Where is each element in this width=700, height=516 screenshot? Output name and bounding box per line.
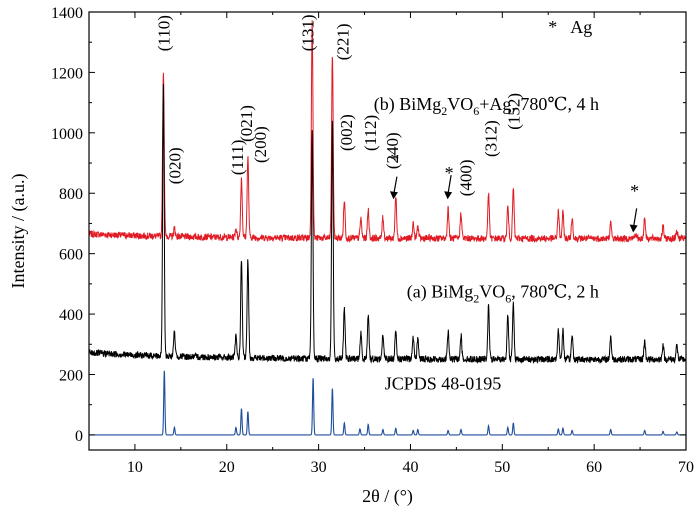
y-tick-label: 1000 [51,126,83,143]
series-line [88,20,687,244]
peak-label: (400) [457,159,476,196]
plot-frame [88,11,687,451]
x-tick-label: 50 [494,459,510,476]
series-label: (a) BiMg2VO6, 780℃, 2 h [407,281,599,305]
y-tick-label: 600 [59,247,83,264]
x-axis-title: 2θ / (°) [362,486,413,507]
y-tick-label: 0 [75,428,83,445]
series-traces: (b) BiMg2VO6+Ag, 780℃, 4 h (a) BiMg2VO6, … [88,20,687,436]
x-tick-label: 70 [678,459,694,476]
ag-arrow [393,176,398,194]
x-tick-label: 30 [311,459,327,476]
peak-label: (200) [251,126,270,163]
peak-label: (221) [334,23,353,60]
y-tick-label: 200 [59,367,83,384]
ag-star: * [390,149,399,169]
ag-star: * [630,181,639,201]
peak-label: (021) [237,105,256,142]
y-axis-title: Intensity / (a.u.) [8,174,29,289]
axis-ticks: 10 20 30 40 50 60 70 0 200 400 600 800 1000 1200 1400 [51,5,694,476]
x-tick-label: 20 [219,459,235,476]
ag-arrow [447,175,452,194]
y-tick-label: 1400 [51,5,83,22]
ag-arrow-head [389,191,398,200]
peak-label: (240) [383,132,402,169]
peak-label: (020) [165,147,184,184]
peak-label: (002) [337,114,356,151]
ag-arrow-head [444,191,453,200]
y-tick-label: 800 [59,186,83,203]
peak-label: (111) [228,140,247,176]
ag-arrow-head [629,224,638,233]
legend-label: Ag [570,17,592,37]
series-label: JCPDS 48-0195 [385,374,502,394]
legend: * Ag [548,17,592,37]
series-line [89,370,686,436]
legend-symbol: * [548,17,557,37]
peak-label: (131) [299,14,318,51]
series-line [88,83,687,365]
x-tick-label: 60 [586,459,602,476]
series-label: (b) BiMg2VO6+Ag, 780℃, 4 h [374,94,599,118]
ag-arrow [633,208,638,227]
x-tick-label: 40 [402,459,418,476]
x-tick-label: 10 [127,459,143,476]
peak-annotations: (110) (020) (111)(021)(200) (131) (221) (002)… [154,14,639,233]
peak-label: (312) [481,120,500,157]
peak-label: (112) [361,115,380,151]
y-tick-label: 400 [59,307,83,324]
peak-label: (110) [154,15,173,51]
peak-label: (152) [504,93,523,130]
y-tick-label: 1200 [51,65,83,82]
ag-star: * [445,163,454,183]
